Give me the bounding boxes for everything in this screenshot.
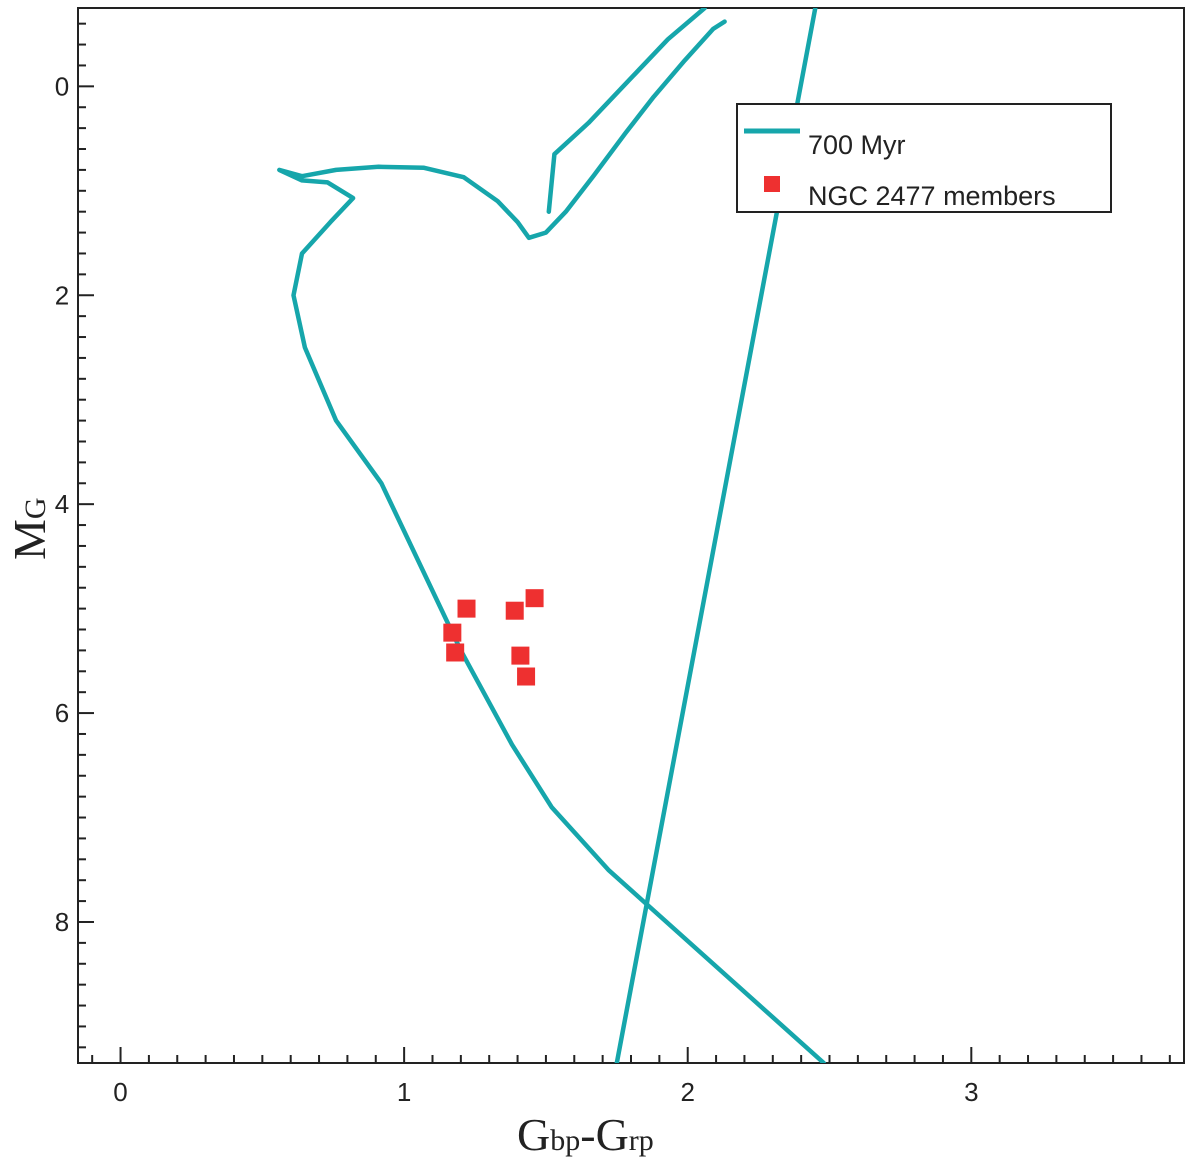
member-point [457, 599, 476, 618]
y-tick-label: 8 [55, 907, 69, 937]
y-axis: 0 2 4 6 8 [55, 22, 94, 1049]
x-axis: 0 1 2 3 [91, 1047, 1171, 1107]
x-tick-label: 2 [680, 1077, 694, 1107]
legend-marker-swatch [764, 176, 780, 192]
x-tick-label: 3 [964, 1077, 978, 1107]
member-point [446, 643, 465, 662]
y-tick-label: 4 [55, 489, 69, 519]
x-tick-label: 1 [397, 1077, 411, 1107]
y-tick-label: 2 [55, 280, 69, 310]
isochrone-segment-2 [546, 8, 707, 214]
y-tick-label: 6 [55, 698, 69, 728]
member-point [525, 589, 544, 608]
legend-label-isochrone: 700 Myr [808, 130, 906, 160]
member-point [443, 623, 462, 642]
member-point [511, 646, 530, 665]
y-axis-title: MG [4, 497, 55, 560]
y-tick-label: 0 [55, 71, 69, 101]
legend-box [736, 103, 1112, 213]
x-axis-title: Gbp-Grp [517, 1109, 654, 1160]
legend: 700 Myr NGC 2477 members [736, 103, 1112, 213]
x-tick-label: 0 [113, 1077, 127, 1107]
member-point [505, 601, 524, 620]
member-point [517, 667, 536, 686]
legend-label-members: NGC 2477 members [808, 181, 1056, 211]
isochrone-segment-1 [277, 19, 827, 1063]
